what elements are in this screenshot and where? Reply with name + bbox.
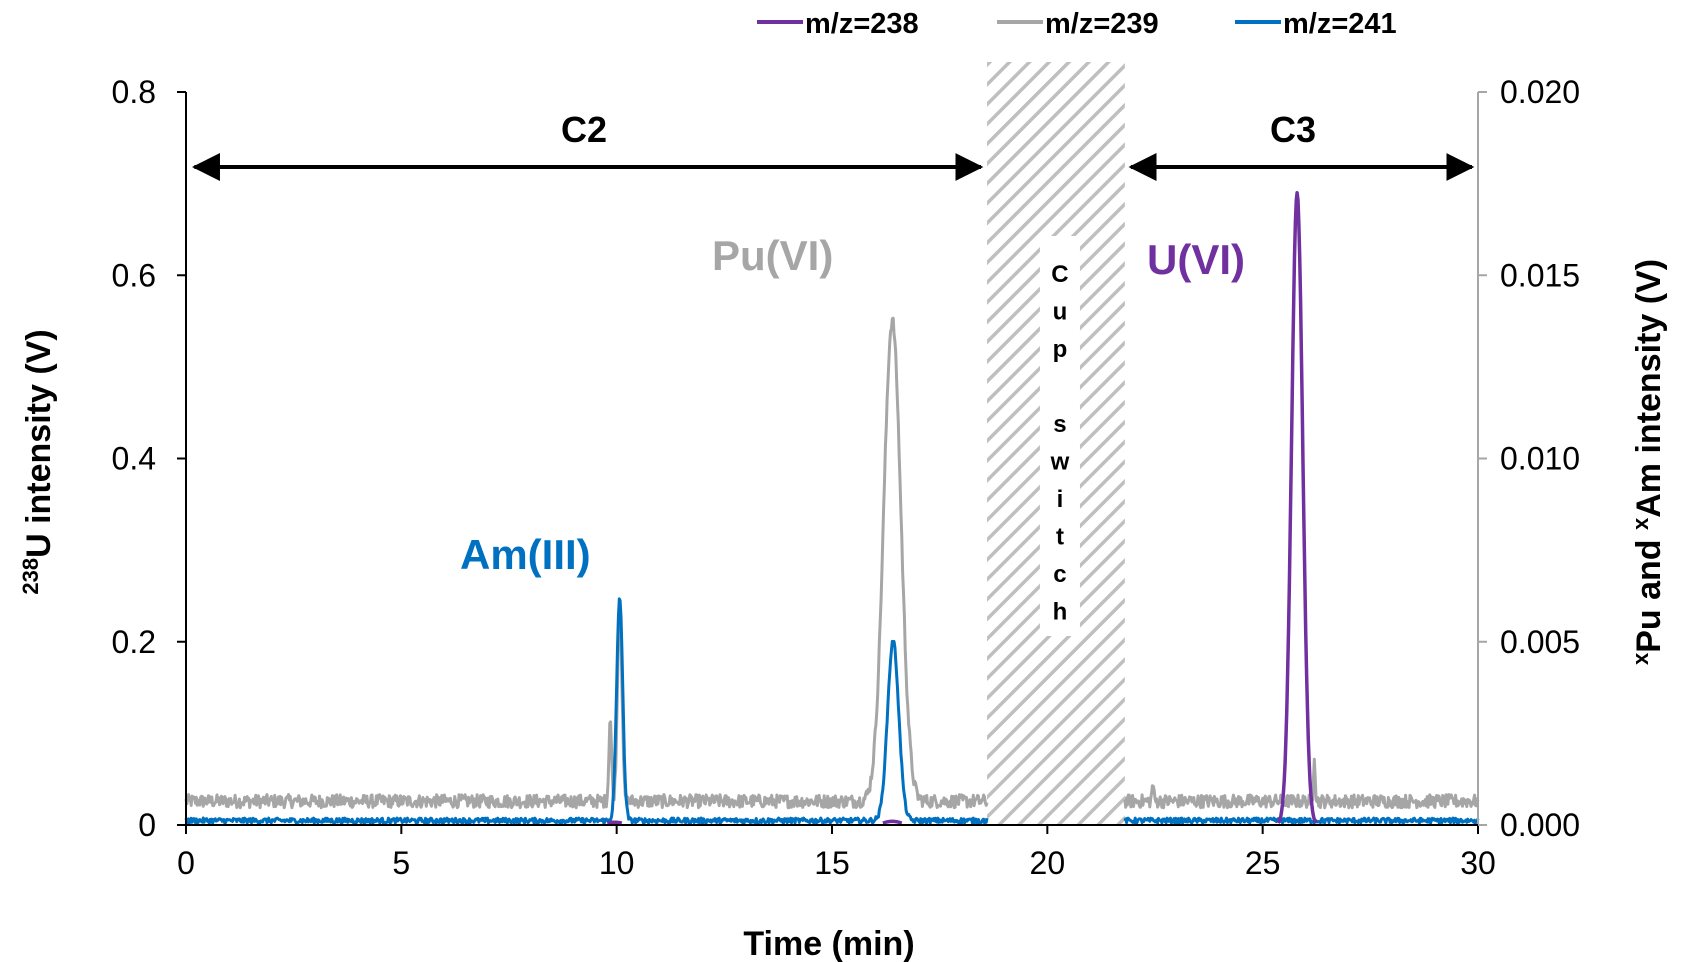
right-y-axis-title-sup2: x — [1628, 517, 1653, 530]
series-line-mz238 — [1276, 191, 1318, 824]
legend-label-mz241: m/z=241 — [1283, 8, 1397, 40]
x-tick-label: 20 — [1030, 845, 1066, 881]
x-axis-title: Time (min) — [743, 925, 914, 962]
series-line-mz238 — [606, 820, 623, 825]
cup-switch-label-box — [1039, 236, 1080, 636]
left-y-axis-title: 238U intensity (V) — [18, 329, 58, 594]
right-y-axis-title-text1: Pu and — [1630, 530, 1668, 653]
cup-switch-letter: C — [1051, 261, 1068, 288]
cup-switch-letter: c — [1053, 561, 1066, 588]
cup-switch-letter: p — [1053, 336, 1068, 363]
x-tick-label: 30 — [1460, 845, 1496, 881]
right-y-axis-title: xPu and xAm intensity (V) — [1628, 259, 1668, 665]
y-left-tick-label: 0.6 — [112, 257, 156, 293]
cup-switch-letter: u — [1053, 299, 1068, 326]
legend-item-mz238: m/z=238 — [757, 8, 919, 40]
pu-peak-annotation: Pu(VI) — [712, 232, 833, 279]
y-left-tick-label: 0.8 — [112, 74, 156, 110]
series-line-mz239 — [1123, 757, 1480, 810]
x-tick-label: 15 — [814, 845, 850, 881]
legend-item-mz239: m/z=239 — [997, 8, 1159, 40]
am-peak-annotation: Am(III) — [460, 531, 591, 578]
y-right-tick-label: 0.020 — [1500, 74, 1580, 110]
c2-region-label: C2 — [561, 109, 607, 150]
legend-item-mz241: m/z=241 — [1235, 8, 1397, 40]
cup-switch-letter: h — [1053, 599, 1068, 626]
right-y-axis-title-text2: Am intensity (V) — [1630, 259, 1668, 518]
u-peak-annotation: U(VI) — [1147, 236, 1245, 283]
cup-switch-letter: s — [1053, 411, 1066, 438]
x-tick-label: 5 — [392, 845, 410, 881]
y-right-tick-label: 0.015 — [1500, 257, 1580, 293]
ticks-layer: 0 5 10 15 20 25 30 0 0.2 0.4 0.6 0.8 0.000 0.005 0.010… — [112, 74, 1581, 881]
cup-switch-letter: t — [1056, 524, 1064, 551]
series-line-mz241 — [1123, 816, 1480, 825]
series-layer — [184, 191, 1480, 825]
cup-switch-letter: w — [1050, 449, 1070, 476]
cup-switch-letter: i — [1057, 486, 1064, 513]
x-tick-label: 25 — [1245, 845, 1281, 881]
y-left-tick-label: 0.4 — [112, 441, 156, 477]
legend-label-mz238: m/z=238 — [805, 8, 919, 40]
legend-label-mz239: m/z=239 — [1045, 8, 1159, 40]
y-left-tick-label: 0.2 — [112, 624, 156, 660]
series-line-mz239 — [184, 316, 989, 810]
right-y-axis-title-sup1: x — [1628, 652, 1653, 665]
x-tick-label: 0 — [177, 845, 195, 881]
y-right-tick-label: 0.000 — [1500, 807, 1580, 843]
y-left-tick-label: 0 — [138, 807, 156, 843]
c3-region-label: C3 — [1270, 109, 1316, 150]
x-tick-label: 10 — [599, 845, 635, 881]
left-y-axis-title-sup: 238 — [18, 558, 43, 595]
y-right-tick-label: 0.010 — [1500, 441, 1580, 477]
y-right-tick-label: 0.005 — [1500, 624, 1580, 660]
series-line-mz238 — [881, 819, 903, 825]
legend: m/z=238 m/z=239 m/z=241 — [757, 8, 1397, 40]
series-line-mz241 — [184, 597, 989, 825]
left-y-axis-title-text: U intensity (V) — [20, 329, 58, 558]
